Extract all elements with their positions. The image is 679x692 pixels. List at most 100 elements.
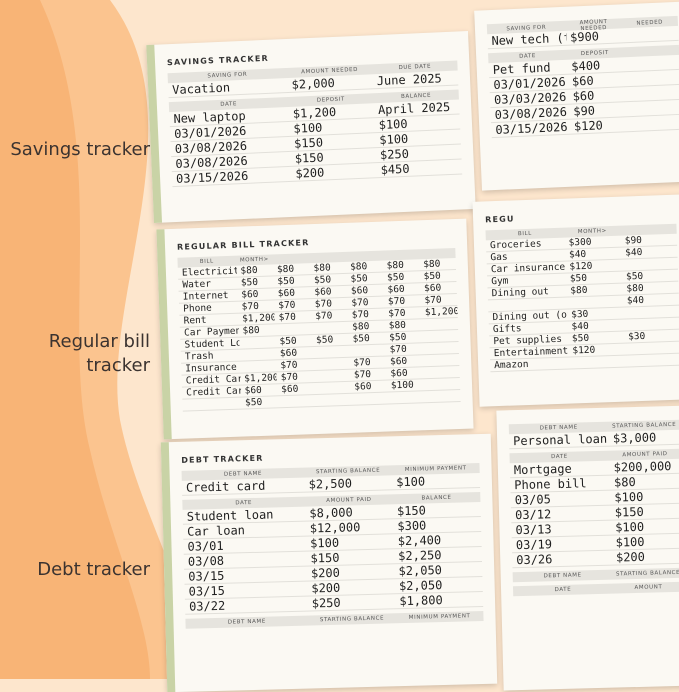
cell: $80	[626, 282, 644, 295]
cell: Phone	[183, 302, 213, 315]
cell: Amazon	[494, 358, 529, 372]
cell: $40	[624, 246, 643, 259]
cell: $70	[353, 357, 371, 369]
header-cell: AMOUNT	[634, 584, 663, 592]
cell: $50	[277, 275, 295, 288]
cell: $50	[423, 270, 441, 283]
cell: $1,200	[244, 372, 277, 385]
entry-row: 03/26 $200	[512, 548, 679, 569]
cell: $2,400	[397, 533, 442, 549]
cell: $400	[571, 58, 601, 74]
cell: $200	[311, 580, 341, 596]
cell: $40	[571, 320, 589, 333]
cell: $50	[571, 332, 590, 345]
cell: $60	[389, 355, 408, 368]
cell	[569, 367, 625, 369]
cell	[623, 40, 679, 42]
cell	[424, 401, 461, 402]
header-row: DATE AMOUNT	[512, 581, 679, 597]
cell: $50	[279, 335, 297, 348]
cell: $60	[244, 384, 262, 397]
header-cell	[623, 50, 679, 52]
cell: $200	[295, 165, 325, 181]
cell	[625, 365, 679, 367]
cell: $100	[614, 489, 644, 505]
cell: $60	[571, 73, 594, 89]
cell: $150	[396, 503, 427, 519]
cell: $60	[281, 383, 299, 396]
cell: $60	[572, 88, 595, 104]
cell: $80	[613, 474, 636, 490]
cell: $70	[351, 309, 370, 321]
cell: Phone bill	[514, 476, 587, 493]
cell: $1,200	[424, 306, 458, 319]
label: Regular bill tracker	[48, 331, 150, 376]
cell: $2,500	[308, 476, 353, 492]
header-row: DEBT NAME STARTING BALANCE MINIMUM PAYMENT	[185, 610, 484, 629]
cell: $60	[390, 367, 408, 380]
header-cell: BILL	[199, 258, 214, 265]
cell: $30	[570, 308, 589, 321]
label: Debt tracker	[37, 559, 150, 580]
cell: $200	[310, 565, 341, 581]
header-cell: DEBT NAME	[539, 424, 578, 432]
cell: June 2025	[376, 71, 443, 89]
cell: $90	[573, 103, 596, 119]
cell: $90	[624, 234, 643, 247]
label: Savings tracker	[10, 139, 150, 160]
cell: Credit card	[185, 478, 266, 495]
header-cell	[620, 229, 676, 231]
cell: $450	[380, 161, 410, 177]
header-cell: DEBT NAME	[543, 572, 582, 580]
cell: $40	[568, 248, 587, 261]
header-cell: STARTING BALANCE	[615, 569, 679, 578]
bill-left-page: REGULAR BILL TRACKER BILL MONTH> Electricit…	[156, 218, 474, 440]
cell: Personal loan	[512, 431, 608, 449]
tracker-title: DEBT TRACKER	[181, 453, 264, 465]
cell: $250	[311, 595, 341, 611]
cell: $70	[314, 298, 333, 310]
cell: $70	[241, 300, 260, 313]
cell: $60	[387, 283, 405, 296]
cell: $60	[423, 282, 442, 295]
cell: $2,250	[398, 548, 442, 564]
cell: $60	[277, 287, 296, 300]
header-cell: STARTING BALANCE	[315, 467, 381, 476]
cell	[351, 404, 388, 405]
header-cell: STARTING BALANCE	[611, 421, 677, 430]
cell: $70	[278, 299, 296, 312]
header-cell: BALANCE	[421, 494, 452, 502]
cell	[278, 406, 315, 407]
savings-left-page: SAVINGS TRACKER SAVING FOR AMOUNT NEEDED DU…	[146, 31, 476, 223]
cell: 03/26	[516, 552, 553, 568]
cell: $70	[424, 294, 442, 307]
cell: $120	[572, 344, 596, 357]
cell: $80	[388, 319, 407, 332]
cell: $50	[388, 331, 407, 344]
cell: $100	[615, 519, 645, 535]
wave-inner	[0, 0, 150, 679]
cell: $120	[569, 260, 593, 273]
cell: $70	[389, 343, 407, 356]
cell: $100	[396, 474, 426, 490]
cell: $30	[627, 330, 646, 343]
header-cell: MINIMUM PAYMENT	[408, 613, 471, 621]
header-cell: DEPOSIT	[580, 49, 610, 58]
cell	[183, 409, 241, 411]
cell: Student Loan	[184, 337, 240, 351]
cell: $100	[390, 379, 414, 392]
cell: $50	[625, 270, 644, 283]
cell: $80	[349, 261, 368, 273]
cell	[314, 405, 351, 406]
cell: $12,000	[309, 520, 361, 536]
cell: $80	[352, 321, 370, 333]
cell: 03/19	[515, 537, 553, 553]
header-cell	[273, 258, 310, 259]
cell: Rent	[183, 314, 207, 327]
cell: $3,000	[612, 430, 657, 446]
header-cell: DATE	[554, 586, 572, 594]
cell: $50	[386, 271, 405, 284]
header-cell: MONTH>	[577, 228, 607, 236]
cell: $200	[615, 549, 646, 565]
